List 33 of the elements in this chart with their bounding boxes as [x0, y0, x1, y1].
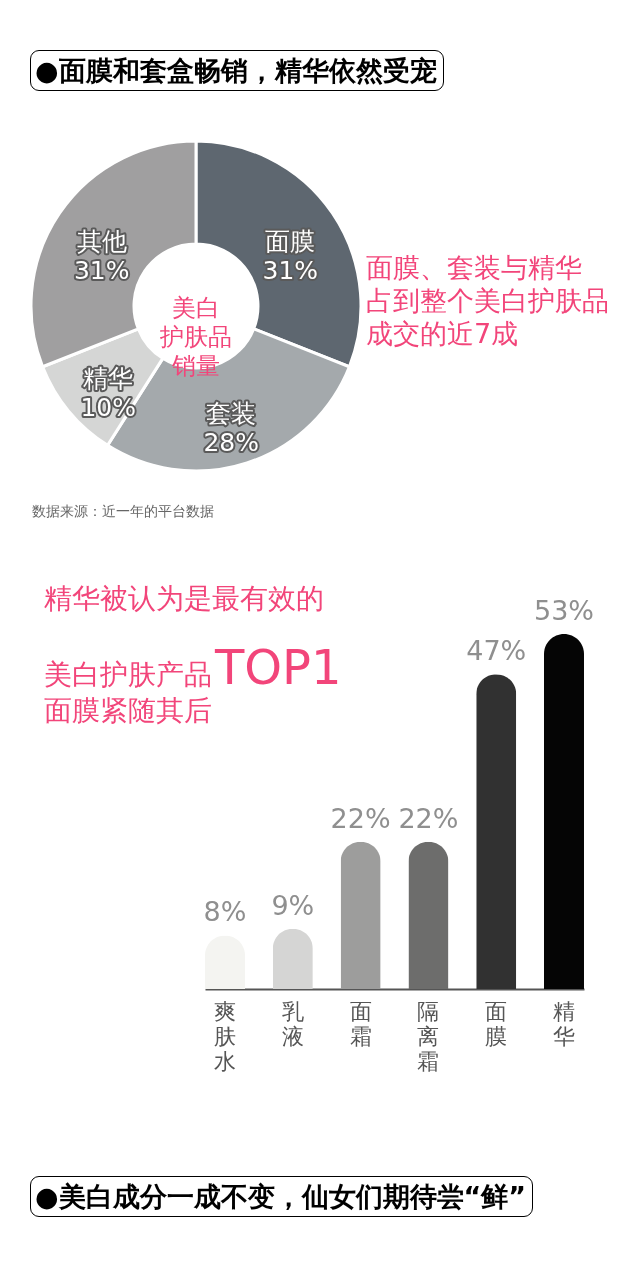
- data-label: 53%: [533, 595, 595, 626]
- x-tick-label: 爽肤水: [214, 998, 236, 1074]
- text: 美白护肤品销量: [159, 294, 232, 380]
- data-label: 8%: [203, 896, 247, 928]
- data-label: 31%: [262, 255, 319, 285]
- slice-label: 套装: [206, 399, 257, 429]
- bar: [408, 841, 449, 989]
- bar: [205, 935, 245, 989]
- data-label: 22%: [398, 802, 459, 834]
- data-label: 47%: [466, 635, 527, 667]
- slice-label: 其他: [76, 226, 127, 256]
- bar: [544, 634, 584, 989]
- bar: [272, 928, 313, 989]
- text: 面膜、套装与精华占到整个美白护肤品成交的近7成: [366, 252, 609, 349]
- slice-label: 面膜: [265, 226, 316, 256]
- annotation: TOP1: [214, 639, 342, 695]
- text: ●美白成分一成不变，仙女们期待尝“鲜”: [35, 1181, 527, 1212]
- data-label: 9%: [271, 889, 315, 921]
- x-tick-label: 精华: [553, 998, 575, 1049]
- data-label: 28%: [203, 428, 260, 458]
- chart-title: ●面膜和套盒畅销，精华依然受宠: [35, 55, 437, 86]
- annotation: 面膜紧随其后: [44, 694, 212, 727]
- x-tick-label: 乳液: [281, 998, 304, 1049]
- x-tick-label: 面膜: [485, 998, 508, 1049]
- data-label: 22%: [330, 802, 391, 834]
- source-note: 数据来源：近一年的平台数据: [32, 503, 214, 519]
- bar: [476, 674, 517, 989]
- x-tick-label: 面霜: [349, 998, 372, 1049]
- annotation: 美白护肤产品: [44, 658, 212, 691]
- text: 精华被认为是最有效的: [44, 582, 324, 615]
- bar: [340, 841, 381, 989]
- x-tick-label: 隔离霜: [417, 998, 440, 1074]
- data-label: 31%: [73, 255, 130, 285]
